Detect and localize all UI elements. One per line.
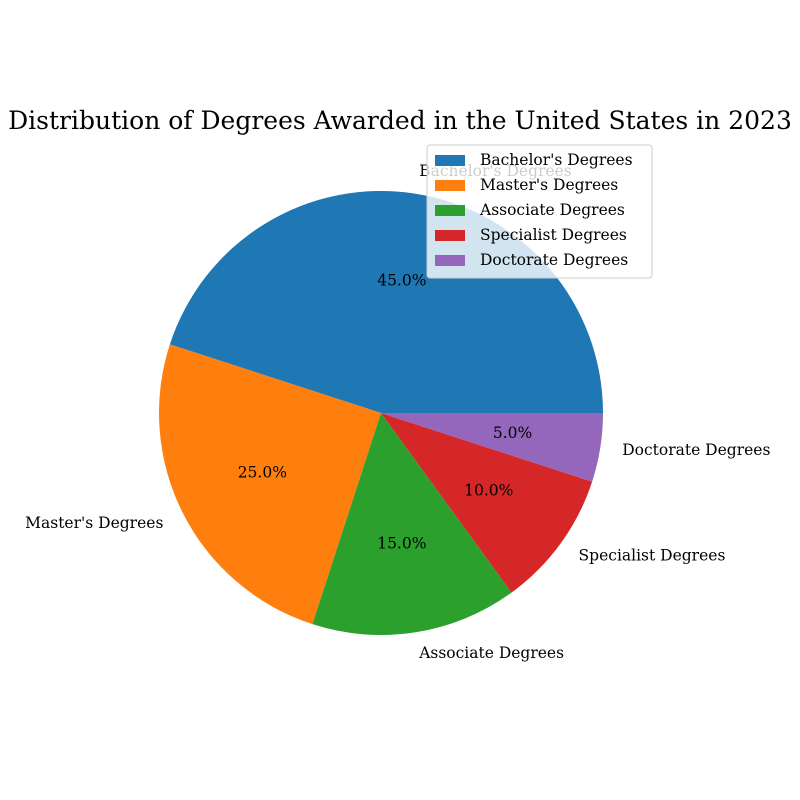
percent-label-bachelor-s-degrees: 45.0% <box>377 271 426 289</box>
chart-title: Distribution of Degrees Awarded in the U… <box>8 106 792 135</box>
legend: Bachelor's Degrees Master's Degrees Associ… <box>426 144 653 279</box>
slice-label-master-s-degrees: Master's Degrees <box>25 514 163 532</box>
legend-swatch-specialist-degrees <box>435 230 465 241</box>
percent-label-specialist-degrees: 10.0% <box>464 481 513 499</box>
pie-slice-master-s-degrees <box>159 344 381 625</box>
percent-labels: 45.0% 25.0% 15.0% 10.0% 5.0% <box>238 271 533 552</box>
slice-label-doctorate-degrees: Doctorate Degrees <box>622 441 770 459</box>
legend-label-master-s-degrees: Master's Degrees <box>480 176 618 194</box>
pie-slice-doctorate-degrees <box>381 413 603 482</box>
legend-swatch-bachelor-s-degrees <box>435 155 465 166</box>
legend-swatch-doctorate-degrees <box>435 255 465 266</box>
pie-slice-specialist-degrees <box>381 413 593 593</box>
legend-label-doctorate-degrees: Doctorate Degrees <box>480 251 628 269</box>
slice-label-associate-degrees: Associate Degrees <box>418 644 564 662</box>
legend-swatch-associate-degrees <box>435 205 465 216</box>
legend-box <box>426 144 653 279</box>
legend-swatch-master-s-degrees <box>435 180 465 191</box>
legend-label-associate-degrees: Associate Degrees <box>479 201 625 219</box>
percent-label-master-s-degrees: 25.0% <box>238 463 287 481</box>
legend-label-specialist-degrees: Specialist Degrees <box>480 226 627 244</box>
legend-label-bachelor-s-degrees: Bachelor's Degrees <box>480 151 633 169</box>
percent-label-doctorate-degrees: 5.0% <box>493 424 532 442</box>
percent-label-associate-degrees: 15.0% <box>377 535 426 553</box>
pie-slice-associate-degrees <box>312 413 512 635</box>
slice-label-specialist-degrees: Specialist Degrees <box>579 547 726 565</box>
